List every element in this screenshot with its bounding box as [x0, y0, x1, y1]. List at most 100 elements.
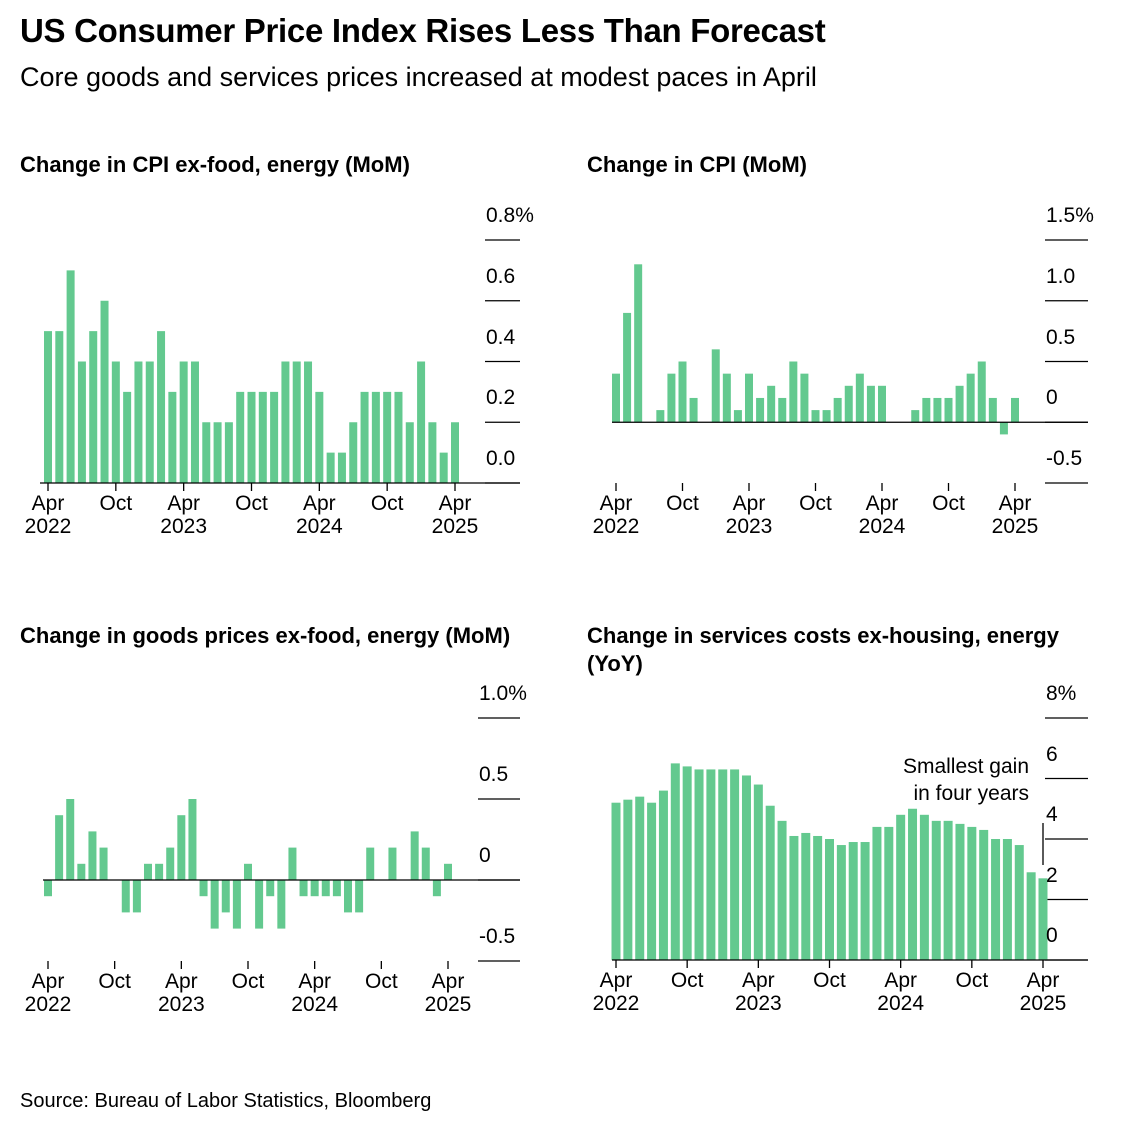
bar	[658, 790, 668, 960]
bar	[371, 391, 380, 483]
bar	[44, 331, 52, 483]
y-tick-label: 0	[1046, 386, 1058, 410]
bar	[89, 331, 98, 483]
bar	[292, 361, 301, 483]
bar	[258, 391, 267, 483]
panel-title: Change in services costs ex-housing, ene…	[587, 623, 1059, 676]
bar	[967, 826, 977, 960]
bar	[884, 826, 894, 960]
bar	[872, 826, 882, 960]
bar	[77, 863, 86, 880]
bar	[667, 373, 676, 423]
x-tick-label: Apr 2024	[858, 492, 906, 538]
bar	[1038, 878, 1048, 960]
bar	[822, 410, 831, 423]
bar	[188, 799, 197, 880]
y-tick-label: -0.5	[1046, 447, 1083, 470]
panel-title: Change in goods prices ex-food, energy (…	[20, 623, 511, 648]
y-tick-label: 6	[1046, 742, 1058, 766]
bar	[405, 422, 414, 483]
bar	[145, 361, 154, 483]
bar	[711, 349, 720, 423]
y-tick-label: 1.5%	[1046, 204, 1094, 227]
bar	[244, 863, 252, 880]
bar	[689, 397, 698, 423]
bar	[199, 880, 208, 897]
bar	[315, 391, 324, 483]
y-tick-label: 0.8%	[486, 204, 534, 227]
bar	[451, 422, 459, 483]
bar	[281, 361, 290, 483]
bar	[332, 880, 341, 897]
bar	[919, 814, 929, 960]
bar	[394, 391, 403, 483]
y-tick-label: 0.4	[486, 325, 516, 349]
annotation-text: Smallest gain	[902, 755, 1029, 778]
x-tick-label: Apr 2023	[157, 970, 205, 1016]
bar	[933, 397, 942, 423]
chart-title: US Consumer Price Index Rises Less Than …	[20, 12, 826, 49]
x-tick-label: Oct	[932, 492, 965, 515]
x-tick-label: Oct	[98, 970, 131, 993]
bar	[611, 802, 621, 960]
bar	[360, 391, 369, 483]
bar	[421, 847, 430, 880]
x-tick-label: Apr 2024	[295, 492, 343, 538]
y-tick-label: 0.5	[1046, 325, 1076, 349]
bar	[813, 835, 823, 960]
panel-title: Change in CPI (MoM)	[587, 152, 807, 177]
bar	[777, 820, 787, 960]
bar	[166, 847, 175, 880]
bar	[288, 847, 297, 880]
bar	[1026, 872, 1036, 960]
y-tick-label: 0.5	[479, 763, 509, 786]
bar	[155, 863, 164, 880]
bar	[977, 361, 986, 423]
bar	[733, 410, 742, 423]
bar	[682, 766, 692, 960]
x-tick-label: Apr 2022	[24, 492, 72, 538]
y-tick-label: 0	[1046, 924, 1058, 947]
x-tick-label: Apr 2025	[1019, 969, 1067, 1015]
bar	[778, 397, 787, 423]
bar	[439, 452, 448, 483]
bar	[383, 391, 392, 483]
bar	[1011, 397, 1019, 423]
bar	[266, 880, 275, 897]
bar	[168, 391, 177, 483]
y-tick-label: 0	[479, 844, 491, 867]
bar	[344, 880, 352, 913]
bar	[55, 815, 64, 880]
bar	[444, 863, 452, 880]
bar	[860, 842, 870, 960]
bar	[635, 796, 645, 960]
x-tick-label: Apr 2024	[877, 969, 925, 1015]
bar	[647, 802, 657, 960]
bar	[388, 847, 397, 880]
x-tick-label: Oct	[670, 969, 704, 992]
bar	[255, 880, 264, 929]
bar	[911, 410, 920, 423]
bar	[623, 799, 633, 960]
bar	[432, 880, 441, 897]
bar	[310, 880, 319, 897]
y-tick-label: 1.0	[1046, 264, 1076, 288]
bar	[678, 361, 687, 423]
bar	[366, 847, 375, 880]
x-tick-label: Apr 2025	[991, 492, 1039, 538]
bar	[277, 880, 286, 929]
x-tick-label: Apr 2022	[24, 970, 72, 1016]
bar	[908, 808, 918, 960]
bar	[304, 361, 313, 483]
y-tick-label: 4	[1046, 803, 1058, 826]
bar	[656, 410, 665, 423]
bar	[612, 373, 620, 423]
bar	[337, 452, 346, 483]
annotation-text: in four years	[913, 782, 1029, 805]
y-tick-label: 2	[1046, 863, 1058, 887]
x-tick-label: Oct	[666, 492, 699, 515]
bar	[789, 361, 798, 423]
bar	[670, 763, 680, 960]
bar	[966, 373, 975, 423]
